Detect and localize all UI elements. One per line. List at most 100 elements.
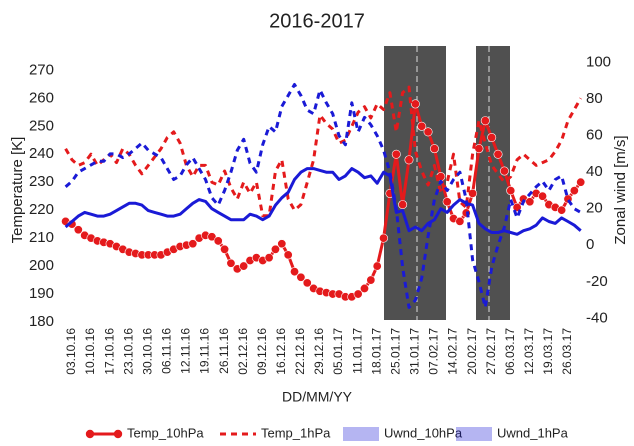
- x-tick-label: 02.12.16: [236, 328, 250, 375]
- x-tick-label: 10.10.16: [83, 328, 97, 375]
- x-tick-label: 23.10.16: [121, 328, 135, 375]
- y-tick-label: 210: [29, 229, 54, 246]
- y-tick-label: 200: [29, 257, 54, 274]
- x-tick-label: 14.02.17: [446, 328, 460, 375]
- y2-tick-label: -40: [586, 309, 608, 326]
- y2-axis-label: Zonal wind [m/s]: [612, 135, 629, 244]
- data-point: [487, 132, 497, 142]
- data-point: [493, 149, 503, 159]
- data-point: [569, 186, 579, 196]
- data-point: [188, 239, 198, 249]
- legend-label: Uwnd_10hPa: [384, 425, 463, 440]
- data-point: [264, 253, 274, 263]
- x-tick-label: 30.10.16: [140, 328, 154, 375]
- y2-tick-label: 100: [586, 54, 611, 71]
- data-point: [391, 149, 401, 159]
- y2-tick-label: 0: [586, 236, 594, 253]
- y-tick-label: 230: [29, 173, 54, 190]
- x-tick-label: 16.12.16: [274, 328, 288, 375]
- series-line: [64, 83, 582, 309]
- legend-label: Temp_10hPa: [127, 425, 204, 440]
- shaded-period: [476, 46, 510, 320]
- x-tick-label: 12.03.17: [522, 328, 536, 375]
- x-tick-label: 12.11.16: [179, 328, 193, 374]
- shaded-period: [384, 46, 446, 320]
- data-point: [239, 261, 249, 271]
- y-tick-label: 250: [29, 117, 54, 134]
- series-line: [64, 85, 583, 218]
- y2-tick-label: 80: [586, 90, 603, 107]
- legend-label: Uwnd_1hPa: [497, 425, 569, 440]
- data-point: [423, 127, 433, 137]
- data-point: [290, 267, 300, 277]
- x-tick-label: 29.12.16: [312, 328, 326, 375]
- data-point: [213, 236, 223, 246]
- y-tick-label: 270: [29, 61, 54, 78]
- x-tick-label: 27.02.17: [484, 328, 498, 375]
- y-tick-label: 240: [29, 145, 54, 162]
- y2-tick-label: 20: [586, 200, 603, 217]
- y2-tick-label: 40: [586, 163, 603, 180]
- legend-swatch: [456, 427, 492, 441]
- data-point: [220, 244, 230, 254]
- x-tick-label: 19.11.16: [198, 328, 212, 374]
- x-tick-label: 06.03.17: [503, 328, 517, 375]
- x-tick-label: 18.01.17: [369, 328, 383, 375]
- x-tick-label: 22.12.16: [293, 328, 307, 375]
- data-point: [366, 275, 376, 285]
- x-tick-label: 26.03.17: [560, 328, 574, 375]
- x-tick-label: 26.11.16: [217, 328, 231, 374]
- y-axis-label: Temperature [K]: [9, 137, 26, 244]
- y-tick-label: 180: [29, 313, 54, 330]
- x-tick-label: 11.01.17: [350, 328, 364, 374]
- x-tick-label: 19.03.17: [541, 328, 555, 375]
- y-tick-label: 190: [29, 285, 54, 302]
- data-point: [410, 99, 420, 109]
- x-tick-label: 31.01.17: [408, 328, 422, 375]
- data-point: [372, 261, 382, 271]
- data-point: [283, 250, 293, 260]
- x-tick-label: 17.10.16: [102, 328, 116, 375]
- x-axis-label: DD/MM/YY: [282, 389, 353, 405]
- y-tick-label: 260: [29, 89, 54, 106]
- data-point: [226, 258, 236, 268]
- y2-tick-label: 60: [586, 127, 603, 144]
- data-point: [207, 232, 217, 242]
- data-point: [525, 197, 535, 207]
- data-point: [359, 283, 369, 293]
- data-point: [442, 197, 452, 207]
- data-point: [277, 239, 287, 249]
- data-point: [576, 177, 586, 187]
- legend-marker: [85, 429, 95, 439]
- x-tick-label: 03.10.16: [64, 328, 78, 375]
- y2-tick-label: -20: [586, 273, 608, 290]
- data-point: [417, 121, 427, 131]
- legend-swatch: [343, 427, 379, 441]
- x-tick-label: 06.11.16: [160, 328, 174, 374]
- x-tick-label: 07.02.17: [427, 328, 441, 375]
- data-point: [455, 216, 465, 226]
- data-point: [474, 144, 484, 154]
- data-point: [506, 186, 516, 196]
- data-point: [499, 166, 509, 176]
- x-tick-label: 05.01.17: [331, 328, 345, 375]
- chart-title: 2016-2017: [269, 10, 365, 32]
- data-point: [302, 278, 312, 288]
- legend-label: Temp_1hPa: [261, 425, 331, 440]
- data-point: [270, 244, 280, 254]
- data-point: [296, 272, 306, 282]
- legend-marker: [113, 429, 123, 439]
- data-point: [480, 116, 490, 126]
- data-point: [73, 225, 83, 235]
- y-tick-label: 220: [29, 201, 54, 218]
- x-tick-label: 09.12.16: [255, 328, 269, 375]
- data-point: [398, 200, 408, 210]
- series-line: [64, 167, 582, 236]
- data-point: [557, 205, 567, 215]
- data-point: [468, 188, 478, 198]
- x-tick-label: 20.02.17: [465, 328, 479, 375]
- data-point: [379, 233, 389, 243]
- data-point: [353, 289, 363, 299]
- x-tick-label: 25.01.17: [388, 328, 402, 375]
